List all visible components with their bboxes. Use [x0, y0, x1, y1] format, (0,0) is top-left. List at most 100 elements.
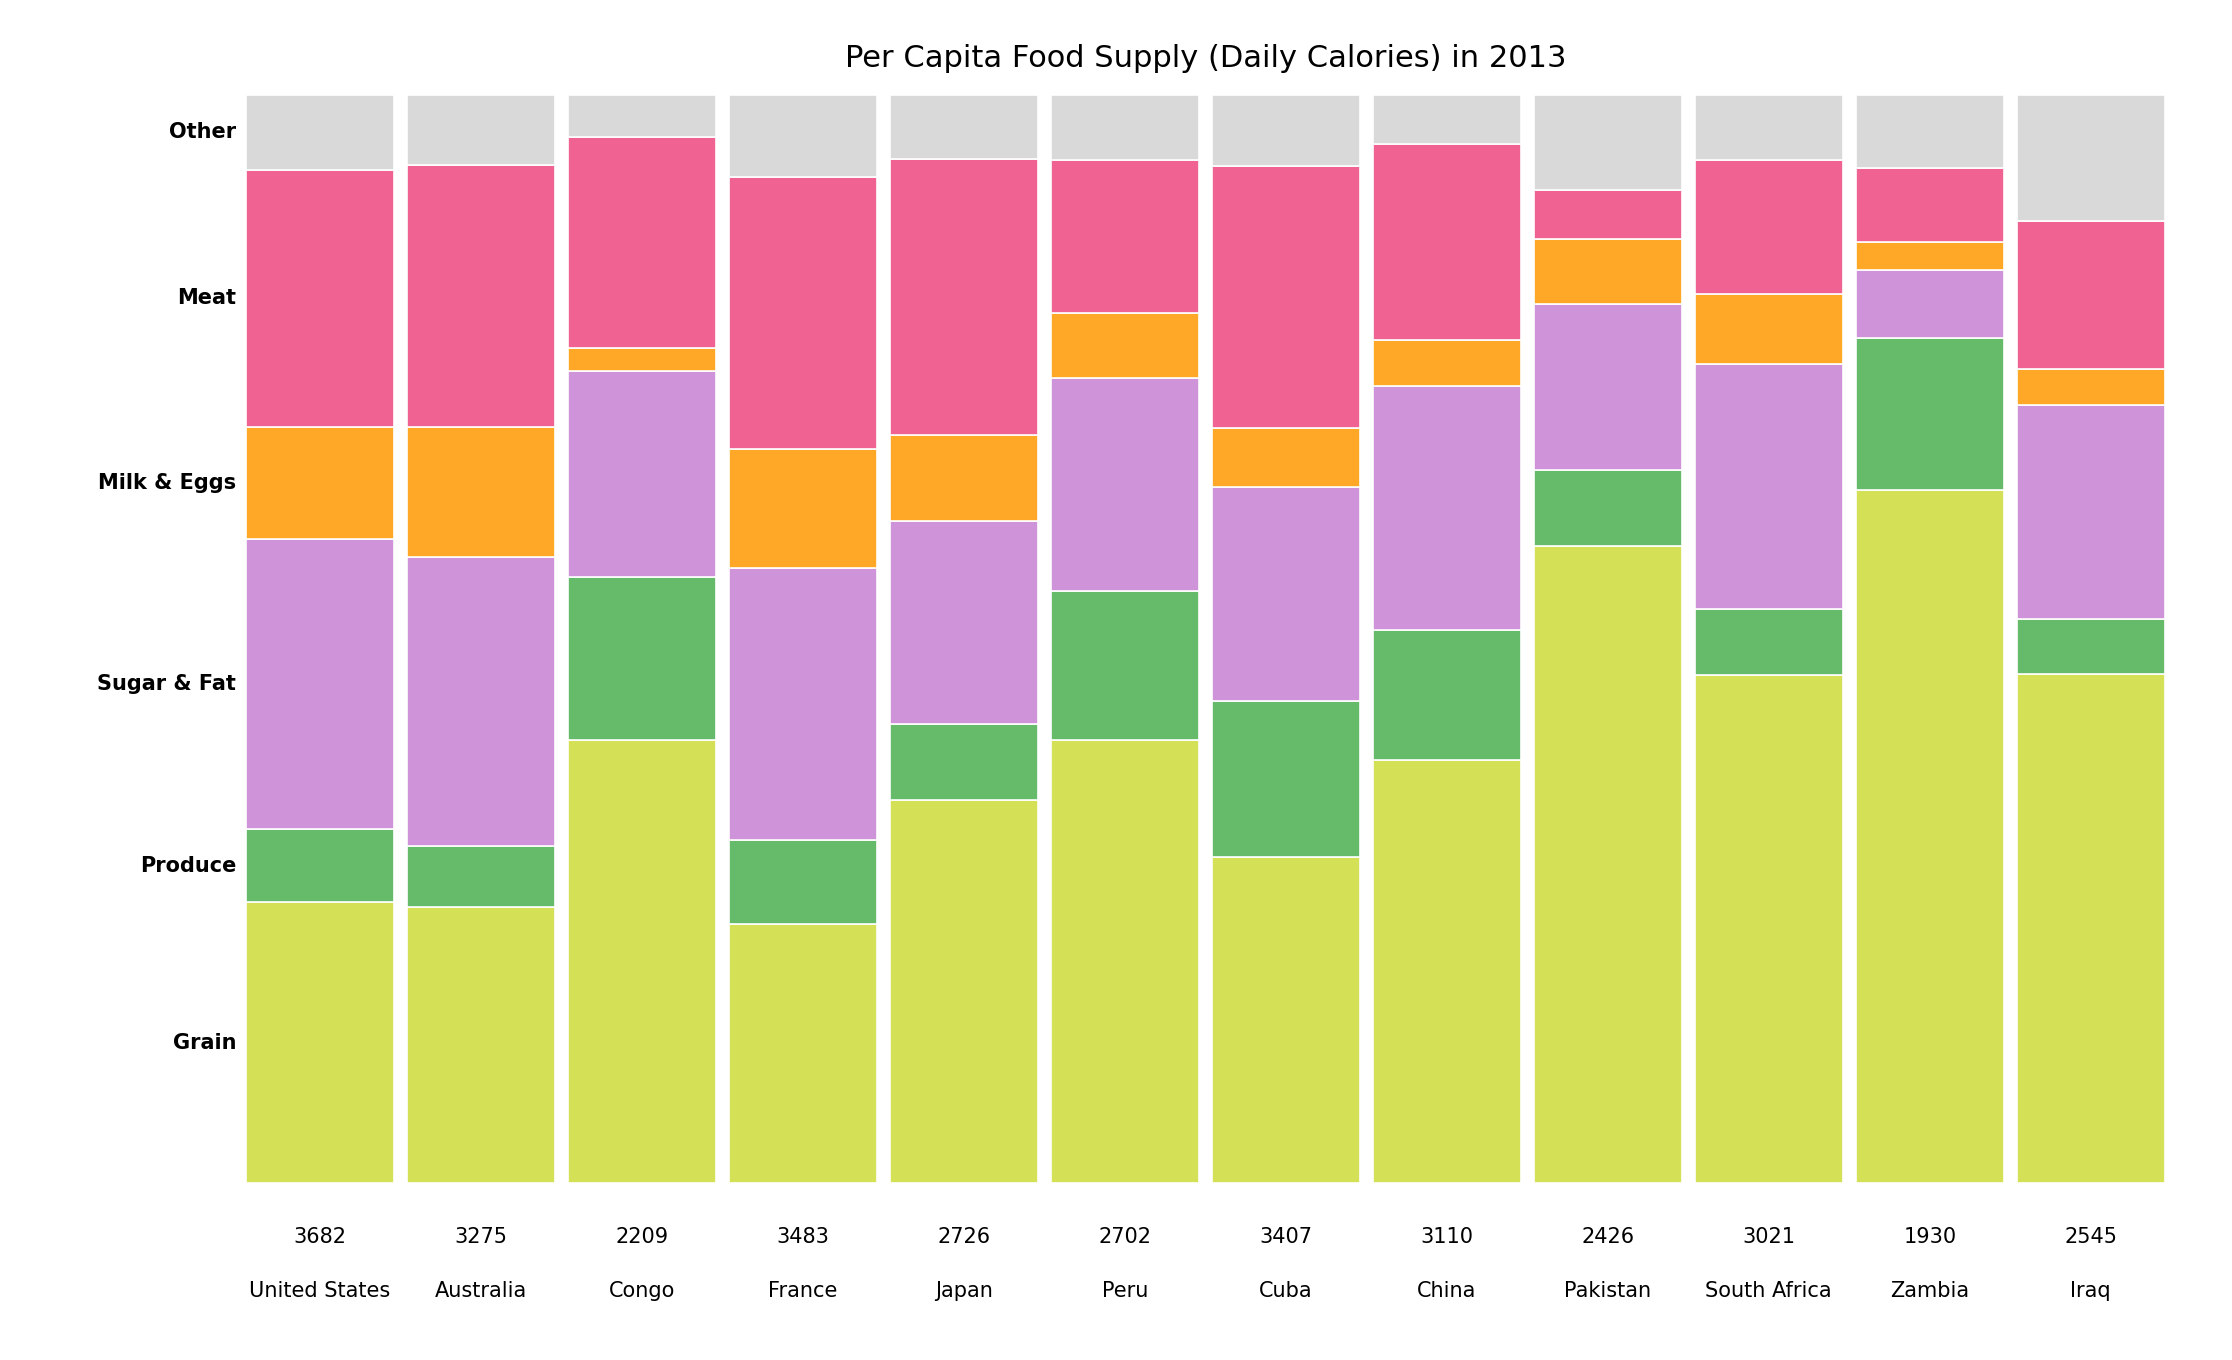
Text: 3483: 3483 — [777, 1227, 830, 1247]
Bar — [1373, 760, 1520, 1183]
Text: 3275: 3275 — [455, 1227, 507, 1247]
Bar — [246, 903, 393, 1183]
Text: 3021: 3021 — [1743, 1227, 1795, 1247]
Bar — [728, 923, 877, 1183]
Bar — [246, 427, 393, 539]
Text: United States: United States — [250, 1281, 391, 1302]
Bar — [1694, 160, 1844, 294]
Bar — [891, 435, 1038, 521]
Bar — [246, 828, 393, 903]
Text: Cuba: Cuba — [1259, 1281, 1312, 1302]
Bar — [567, 578, 716, 740]
Bar — [2018, 95, 2165, 222]
Text: Iraq: Iraq — [2071, 1281, 2111, 1302]
Bar — [728, 568, 877, 839]
Bar — [567, 740, 716, 1183]
Bar — [406, 95, 556, 165]
Text: 2426: 2426 — [1580, 1227, 1634, 1247]
Bar — [1533, 547, 1683, 1183]
Text: 2209: 2209 — [616, 1227, 667, 1247]
Text: Congo: Congo — [609, 1281, 674, 1302]
Bar — [567, 370, 716, 578]
Bar — [728, 177, 877, 449]
Bar — [246, 95, 393, 170]
Bar — [1533, 305, 1683, 471]
Bar — [406, 165, 556, 427]
Text: Milk & Eggs: Milk & Eggs — [98, 473, 237, 492]
Text: 3682: 3682 — [292, 1227, 346, 1247]
Bar — [1212, 857, 1359, 1183]
Bar — [1212, 428, 1359, 487]
Bar — [567, 136, 716, 348]
Bar — [1694, 364, 1844, 609]
Bar — [891, 159, 1038, 435]
Bar — [1051, 95, 1199, 160]
Bar — [1694, 95, 1844, 160]
Bar — [567, 348, 716, 370]
Bar — [1855, 95, 2004, 169]
Text: Australia: Australia — [435, 1281, 527, 1302]
Text: France: France — [768, 1281, 837, 1302]
Text: Japan: Japan — [935, 1281, 993, 1302]
Bar — [891, 800, 1038, 1183]
Bar — [1855, 490, 2004, 1183]
Bar — [891, 725, 1038, 800]
Text: Sugar & Fat: Sugar & Fat — [98, 673, 237, 694]
Bar — [728, 839, 877, 923]
Bar — [1373, 95, 1520, 144]
Bar — [1533, 95, 1683, 190]
Bar — [406, 427, 556, 558]
Bar — [1051, 740, 1199, 1183]
Bar — [1855, 269, 2004, 337]
Bar — [728, 95, 877, 177]
Text: 2702: 2702 — [1098, 1227, 1152, 1247]
Bar — [1694, 609, 1844, 676]
Bar — [1373, 631, 1520, 760]
Text: South Africa: South Africa — [1705, 1281, 1832, 1302]
Bar — [1373, 386, 1520, 631]
Bar — [1051, 313, 1199, 378]
Bar — [1694, 294, 1844, 364]
Text: Peru: Peru — [1103, 1281, 1147, 1302]
Bar — [406, 907, 556, 1183]
Bar — [2018, 222, 2165, 369]
Bar — [1051, 160, 1199, 313]
Text: Pakistan: Pakistan — [1565, 1281, 1652, 1302]
Bar — [1212, 95, 1359, 166]
Bar — [406, 558, 556, 846]
Text: 2726: 2726 — [937, 1227, 991, 1247]
Bar — [891, 95, 1038, 159]
Bar — [1533, 190, 1683, 239]
Bar — [1533, 471, 1683, 547]
Bar — [1212, 700, 1359, 857]
Bar — [1533, 239, 1683, 305]
Bar — [1855, 242, 2004, 269]
Text: 1930: 1930 — [1904, 1227, 1955, 1247]
Text: 3407: 3407 — [1259, 1227, 1312, 1247]
Bar — [728, 449, 877, 568]
Bar — [1051, 378, 1199, 592]
Text: Grain: Grain — [172, 1032, 237, 1053]
Bar — [1855, 337, 2004, 490]
Bar — [406, 846, 556, 907]
Bar — [1212, 487, 1359, 700]
Bar — [567, 95, 716, 136]
Bar — [1212, 166, 1359, 428]
Bar — [2018, 675, 2165, 1183]
Text: Meat: Meat — [176, 288, 237, 309]
Bar — [2018, 369, 2165, 405]
Bar — [2018, 405, 2165, 619]
Text: 3110: 3110 — [1420, 1227, 1473, 1247]
Bar — [246, 170, 393, 427]
Bar — [1373, 144, 1520, 340]
Title: Per Capita Food Supply (Daily Calories) in 2013: Per Capita Food Supply (Daily Calories) … — [844, 45, 1567, 73]
Bar — [1855, 169, 2004, 242]
Text: China: China — [1417, 1281, 1475, 1302]
Text: Produce: Produce — [141, 855, 237, 876]
Bar — [1694, 676, 1844, 1183]
Text: 2545: 2545 — [2065, 1227, 2118, 1247]
Bar — [1051, 592, 1199, 740]
Text: Zambia: Zambia — [1891, 1281, 1969, 1302]
Bar — [1373, 340, 1520, 386]
Text: Other: Other — [170, 122, 237, 143]
